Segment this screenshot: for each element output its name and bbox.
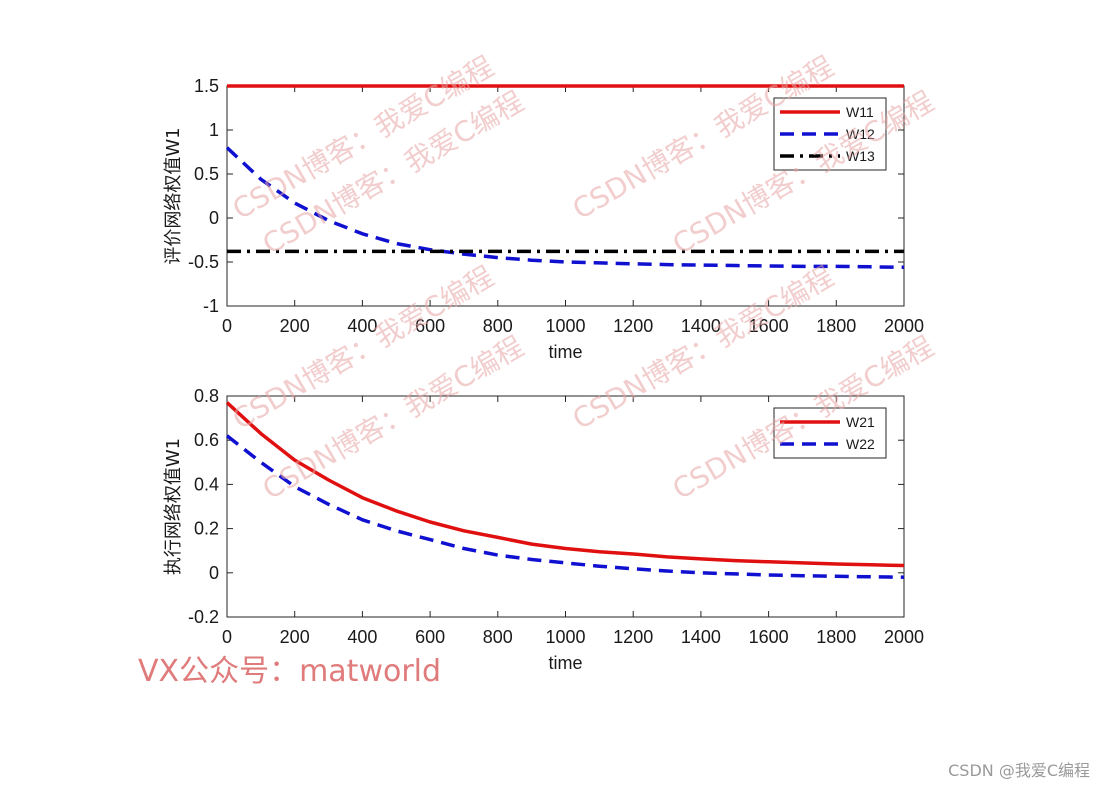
x-tick-label: 200	[280, 627, 310, 647]
x-tick-label: 1200	[613, 627, 653, 647]
y-tick-label: 0.8	[194, 386, 219, 406]
x-tick-label: 400	[347, 627, 377, 647]
legend-label-w12: W12	[846, 126, 875, 142]
x-tick-label: 0	[222, 316, 232, 336]
y-tick-label: 1.5	[194, 76, 219, 96]
plot-actor-weights: 0 200 400 600 800 1000 1200 1400 1600 1800 2000 -0.…	[163, 386, 924, 673]
x-tick-label: 200	[280, 316, 310, 336]
y-tick-label: 0	[209, 208, 219, 228]
x-tick-label: 400	[347, 316, 377, 336]
x-tick-label: 1200	[613, 316, 653, 336]
series-line-w21	[225, 401, 905, 568]
x-tick-label: 1000	[545, 627, 585, 647]
x-axis-label: time	[548, 342, 582, 362]
series-line-w22	[225, 434, 905, 579]
legend-box	[773, 407, 887, 459]
x-tick-label: 1400	[681, 627, 721, 647]
x-axis-label: time	[548, 653, 582, 673]
y-tick-label: -0.5	[188, 252, 219, 272]
y-tick-label: 0.4	[194, 474, 219, 494]
x-tick-label: 600	[415, 316, 445, 336]
wechat-watermark: VX公众号：matworld	[138, 654, 442, 689]
y-axis-label: 执行网络权值W1	[163, 438, 184, 575]
x-tick-label: 1800	[816, 627, 856, 647]
legend-label-w21: W21	[846, 414, 875, 430]
y-tick-label: 0.6	[194, 430, 219, 450]
y-axis-label: 评价网络权值W1	[163, 127, 184, 264]
y-tick-label: 1	[209, 120, 219, 140]
x-tick-label: 2000	[884, 316, 924, 336]
legend: W11 W12 W13	[773, 97, 887, 171]
x-tick-label: 2000	[884, 627, 924, 647]
series-line-w12	[225, 146, 905, 270]
x-tick-label: 800	[483, 316, 513, 336]
x-tick-label: 1000	[545, 316, 585, 336]
x-tick-label: 800	[483, 627, 513, 647]
x-tick-label: 1600	[749, 316, 789, 336]
csdn-corner-watermark: CSDN @我爱C编程	[948, 761, 1090, 780]
x-tick-label: 1800	[816, 316, 856, 336]
x-tick-label: 600	[415, 627, 445, 647]
y-tick-label: -0.2	[188, 607, 219, 627]
legend-label-w22: W22	[846, 436, 875, 452]
x-tick-label: 1600	[749, 627, 789, 647]
legend-label-w11: W11	[846, 104, 874, 120]
x-tick-label: 0	[222, 627, 232, 647]
legend-label-w13: W13	[846, 148, 875, 164]
x-tick-label: 1400	[681, 316, 721, 336]
plot-critic-weights: 0 200 400 600 800 1000 1200 1400 1600 1800 2000 -1 -…	[163, 76, 924, 362]
y-tick-label: 0	[209, 563, 219, 583]
y-tick-label: 0.5	[194, 164, 219, 184]
y-tick-label: -1	[203, 296, 219, 316]
y-tick-label: 0.2	[194, 519, 219, 539]
